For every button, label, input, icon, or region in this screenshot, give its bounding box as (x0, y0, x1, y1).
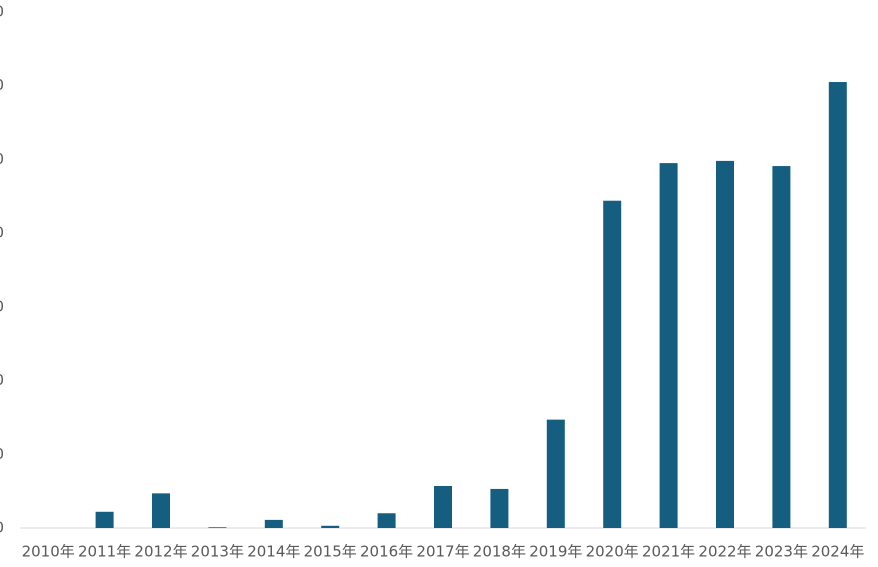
bar (659, 163, 678, 528)
bar (152, 493, 170, 528)
bar (434, 485, 452, 528)
bar (377, 513, 396, 528)
x-tick-label: 2019年 (529, 543, 582, 561)
x-tick-label: 2014年 (247, 543, 300, 561)
y-tick-label: 30 (0, 297, 4, 315)
x-tick-label: 2015年 (304, 543, 357, 561)
y-tick-label: 0 (0, 519, 4, 537)
x-tick-label: 2020年 (586, 543, 639, 561)
x-tick-label: 2010年 (22, 543, 75, 561)
x-tick-label: 2017年 (416, 543, 469, 561)
bar (716, 160, 734, 528)
bar (264, 519, 283, 528)
bar (546, 419, 565, 528)
y-tick-label: 40 (0, 224, 4, 242)
x-tick-label: 2011年 (78, 543, 131, 561)
bar (828, 82, 847, 529)
y-tick-label: 10 (0, 445, 4, 463)
x-tick-label: 2021年 (642, 543, 695, 561)
y-tick-label: 20 (0, 371, 4, 389)
x-tick-label: 2024年 (811, 543, 864, 561)
y-tick-label: 50 (0, 150, 4, 168)
x-tick-label: 2016年 (360, 543, 413, 561)
x-tick-label: 2022年 (698, 543, 751, 561)
x-tick-label: 2013年 (191, 543, 244, 561)
x-tick-label: 2023年 (755, 543, 808, 561)
bar (772, 166, 791, 528)
bar (321, 525, 340, 528)
bar (603, 200, 622, 529)
y-tick-label: 70 (0, 3, 4, 21)
x-tick-label: 2018年 (473, 543, 526, 561)
bar (490, 488, 509, 528)
bar (208, 527, 227, 528)
bar (95, 511, 114, 528)
y-tick-label: 60 (0, 76, 4, 94)
x-tick-label: 2012年 (134, 543, 187, 561)
